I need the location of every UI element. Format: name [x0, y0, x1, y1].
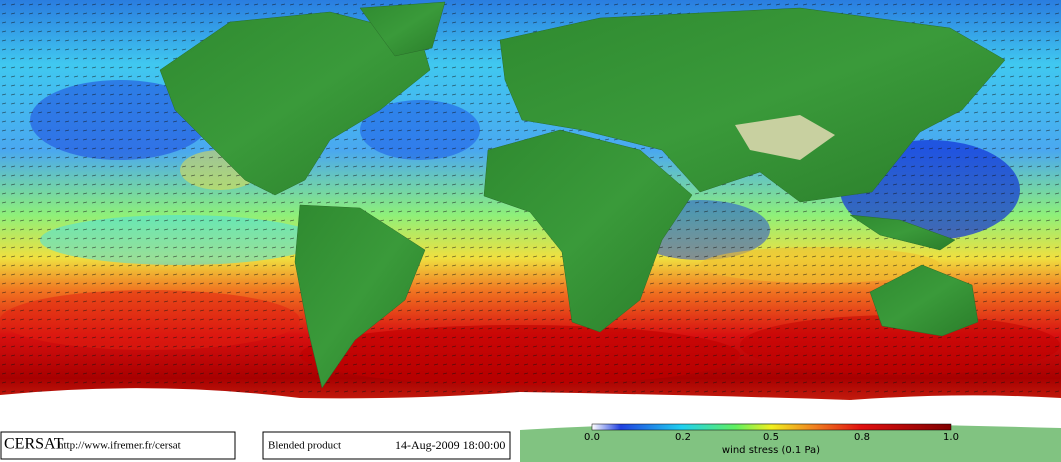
colorbar: 0.0 0.2 0.5 0.8 1.0 wind stress (0.1 Pa): [584, 423, 959, 456]
south-america: [294, 204, 426, 389]
url: http://www.ifremer.fr/cersat: [58, 440, 181, 452]
logo: CERSAT: [4, 436, 64, 453]
greenland: [359, 1, 446, 57]
terrain-strip: [520, 423, 1061, 462]
plateau: [735, 115, 835, 160]
product: Blended product: [268, 440, 341, 452]
footer: CERSAT http://www.ifremer.fr/cersat Blen…: [0, 431, 511, 460]
colorbar-tick-label: 0.0: [584, 432, 600, 443]
colorbar-gradient: [591, 423, 952, 431]
colorbar-tick-label: 0.5: [763, 432, 779, 443]
australia: [869, 264, 979, 337]
continents: [159, 1, 1006, 389]
indonesia: [849, 214, 956, 251]
timestamp: 14-Aug-2009 18:00:00: [395, 438, 505, 452]
colorbar-label: wind stress (0.1 Pa): [722, 445, 820, 456]
info-box: [262, 431, 511, 460]
colorbar-tick-label: 1.0: [943, 432, 959, 443]
colorbar-tick-label: 0.2: [675, 432, 691, 443]
eurasia: [499, 7, 1006, 203]
north-america: [159, 11, 431, 196]
logo-box: [0, 431, 236, 460]
colorbar-tick-label: 0.8: [854, 432, 870, 443]
africa: [483, 129, 693, 333]
